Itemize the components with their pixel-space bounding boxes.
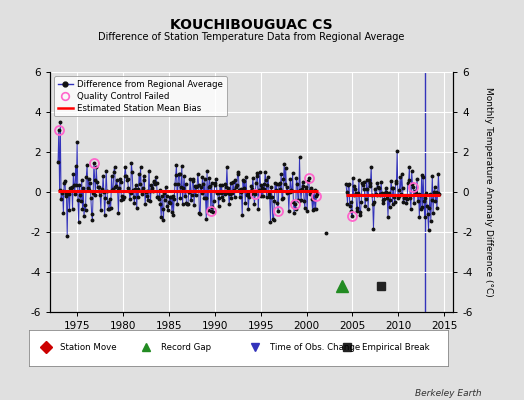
Text: Difference of Station Temperature Data from Regional Average: Difference of Station Temperature Data f… (99, 32, 405, 42)
Text: KOUCHIBOUGUAC CS: KOUCHIBOUGUAC CS (170, 18, 333, 32)
Y-axis label: Monthly Temperature Anomaly Difference (°C): Monthly Temperature Anomaly Difference (… (484, 87, 493, 297)
Text: Station Move: Station Move (60, 344, 117, 352)
Text: Berkeley Earth: Berkeley Earth (416, 389, 482, 398)
Text: Record Gap: Record Gap (161, 344, 211, 352)
Text: Empirical Break: Empirical Break (362, 344, 430, 352)
Legend: Difference from Regional Average, Quality Control Failed, Estimated Station Mean: Difference from Regional Average, Qualit… (54, 76, 227, 116)
Text: Time of Obs. Change: Time of Obs. Change (270, 344, 360, 352)
